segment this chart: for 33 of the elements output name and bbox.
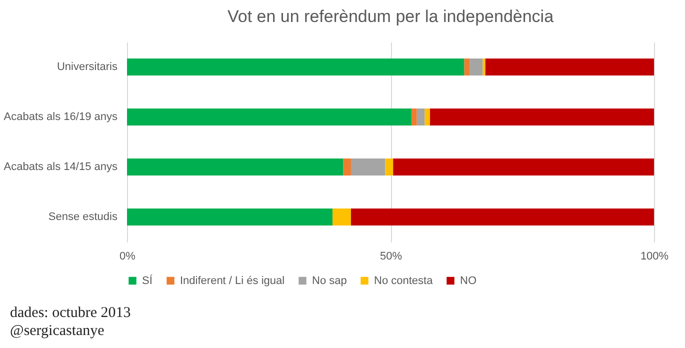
bar: [485, 58, 654, 76]
bar: [127, 58, 464, 76]
bar: [343, 158, 351, 176]
bar: [350, 158, 386, 176]
bar: [430, 108, 654, 126]
legend-label: No contesta: [374, 274, 434, 287]
y-tick-label: Acabats als 14/15 anys: [4, 161, 118, 173]
x-tick-label: 50%: [380, 250, 402, 262]
bar: [127, 108, 412, 126]
legend-label: Indiferent / Li és igual: [180, 274, 285, 287]
text: dades: octubre 2013: [10, 304, 131, 322]
text: @sergicastanye: [10, 322, 106, 340]
bar: [127, 208, 333, 226]
bar: [350, 208, 654, 226]
chart-title: Vot en un referèndum per la independència: [227, 7, 554, 26]
x-tick-label: 100%: [640, 250, 669, 262]
bar: [416, 108, 425, 126]
bar: [424, 108, 430, 126]
bar: [464, 58, 470, 76]
bar: [385, 158, 394, 176]
legend-label: No sap: [312, 274, 347, 287]
legend-label: SÍ: [142, 274, 154, 287]
x-tick-label: 0%: [120, 250, 136, 262]
y-tick-label: Sense estudis: [48, 211, 118, 223]
y-tick-label: Universitaris: [56, 61, 118, 73]
legend-label: NO: [460, 274, 477, 287]
bar: [482, 58, 486, 76]
bar: [393, 158, 654, 176]
bar: [332, 208, 351, 226]
bar: [470, 58, 483, 76]
bar: [127, 158, 344, 176]
bar: [412, 108, 417, 126]
y-tick-label: Acabats als 16/19 anys: [4, 111, 118, 123]
